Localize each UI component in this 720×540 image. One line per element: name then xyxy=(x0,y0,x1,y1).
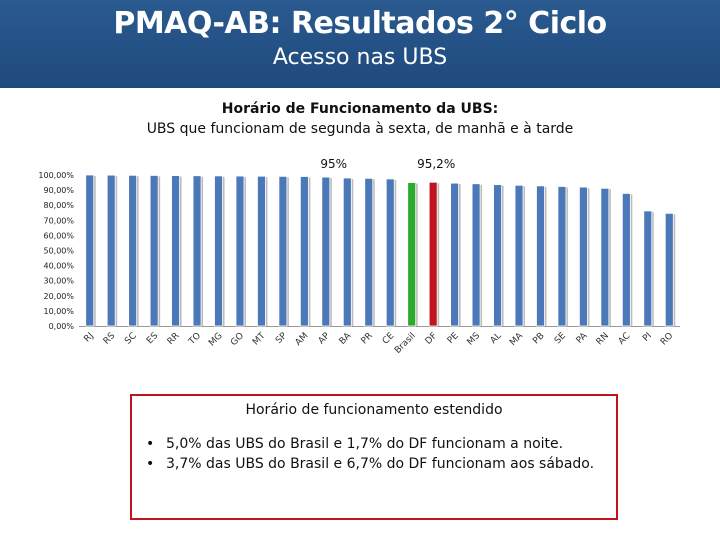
x-tick-label: Brasil xyxy=(393,331,418,356)
bar-go xyxy=(235,175,245,327)
x-tick-label: SE xyxy=(553,331,568,346)
bar-pe xyxy=(450,182,460,327)
x-tick-label: PA xyxy=(575,330,590,345)
bar-pr xyxy=(364,177,374,327)
bar-al xyxy=(493,184,502,327)
x-tick-label: TO xyxy=(186,331,203,348)
y-tick-label: 100,00% xyxy=(38,171,74,180)
x-tick-label: GO xyxy=(229,331,246,348)
x-tick-label: MA xyxy=(508,330,526,348)
extended-hours-text: 3,7% das UBS do Brasil e 6,7% do DF func… xyxy=(166,456,595,472)
y-tick-label: 50,00% xyxy=(43,247,74,256)
chart-title-line2: UBS que funcionam de segunda à sexta, de… xyxy=(146,121,574,137)
bar-to xyxy=(192,175,202,327)
bar-pa xyxy=(579,186,588,327)
slide-subtitle: Acesso nas UBS xyxy=(272,45,448,70)
bullet-icon: • xyxy=(146,456,155,472)
x-tick-label: SP xyxy=(274,331,289,346)
x-tick-label: MS xyxy=(466,331,483,348)
x-tick-label: AL xyxy=(489,331,504,346)
x-tick-label: RJ xyxy=(82,331,95,344)
y-tick-label: 90,00% xyxy=(43,186,74,195)
x-tick-label: MG xyxy=(207,331,225,349)
bar-sp xyxy=(278,175,288,327)
extended-hours-title: Horário de funcionamento estendido xyxy=(245,402,503,418)
y-tick-label: 10,00% xyxy=(43,307,74,316)
bullet-icon: • xyxy=(146,436,155,452)
extended-hours-text: 5,0% das UBS do Brasil e 1,7% do DF func… xyxy=(166,436,564,452)
y-tick-label: 30,00% xyxy=(43,277,74,286)
bar-mg xyxy=(214,175,223,327)
y-tick-label: 40,00% xyxy=(43,262,74,271)
y-tick-label: 0,00% xyxy=(49,322,75,331)
x-tick-label: RN xyxy=(595,331,611,347)
x-tick-label: BA xyxy=(338,330,354,346)
x-tick-label: ES xyxy=(145,331,160,346)
bar-rr xyxy=(171,175,180,327)
bar-chart: 0,00% 10,00% 20,00% 30,00% 40,00% 50,00% 60,00… xyxy=(38,157,680,356)
y-tick-label: 20,00% xyxy=(43,292,74,301)
x-tick-label: PR xyxy=(360,331,375,346)
x-tick-label: RO xyxy=(659,331,676,348)
x-tick-label: AM xyxy=(294,331,311,348)
bar-ro xyxy=(664,212,674,327)
annotation-label: 95,2% xyxy=(417,157,455,171)
chart-title-line1: Horário de Funcionamento da UBS: xyxy=(221,101,499,117)
bar-se xyxy=(557,186,567,327)
y-tick-label: 80,00% xyxy=(43,201,74,210)
x-tick-label: PE xyxy=(446,331,461,346)
bar-ap xyxy=(321,176,331,327)
bar-ma xyxy=(514,184,524,327)
annotation-label: 95% xyxy=(320,157,347,171)
bar-ms xyxy=(471,183,481,327)
slide-header: PMAQ-AB: Resultados 2° Ciclo Acesso nas … xyxy=(0,0,720,88)
x-tick-label: RR xyxy=(166,331,182,347)
bar-mt xyxy=(257,175,266,327)
extended-hours-list: • 5,0% das UBS do Brasil e 1,7% do DF fun… xyxy=(146,436,594,476)
x-tick-label: PB xyxy=(531,331,546,346)
chart-title: Horário de Funcionamento da UBS: UBS que… xyxy=(60,99,660,139)
extended-hours-item: • 3,7% das UBS do Brasil e 6,7% do DF fun… xyxy=(146,456,594,472)
x-tick-label: SC xyxy=(123,331,139,347)
x-tick-label: PI xyxy=(641,331,654,344)
bar-ce xyxy=(385,178,395,327)
bar-rj xyxy=(85,174,95,327)
bar-brasil xyxy=(407,182,417,327)
extended-hours-item: • 5,0% das UBS do Brasil e 1,7% do DF fun… xyxy=(146,436,594,452)
bar-ba xyxy=(342,177,352,327)
x-tick-label: AC xyxy=(617,331,633,347)
y-tick-label: 70,00% xyxy=(43,216,74,225)
extended-hours-box: Horário de funcionamento estendido • 5,0%… xyxy=(130,394,618,520)
x-tick-label: RS xyxy=(102,331,118,347)
slide-title: PMAQ-AB: Resultados 2° Ciclo xyxy=(113,6,607,41)
x-tick-label: MT xyxy=(251,331,268,348)
bar-df xyxy=(428,181,438,327)
x-tick-label: CE xyxy=(381,331,397,347)
bar-rn xyxy=(600,187,610,327)
bar-ac xyxy=(621,193,631,327)
x-tick-label: AP xyxy=(317,331,333,347)
bar-pi xyxy=(643,210,653,327)
y-tick-label: 60,00% xyxy=(43,231,74,240)
bar-pb xyxy=(536,185,545,327)
bar-rs xyxy=(106,174,116,327)
bar-es xyxy=(149,175,159,327)
x-tick-label: DF xyxy=(424,331,440,347)
bar-am xyxy=(299,176,309,327)
bar-sc xyxy=(128,174,138,327)
